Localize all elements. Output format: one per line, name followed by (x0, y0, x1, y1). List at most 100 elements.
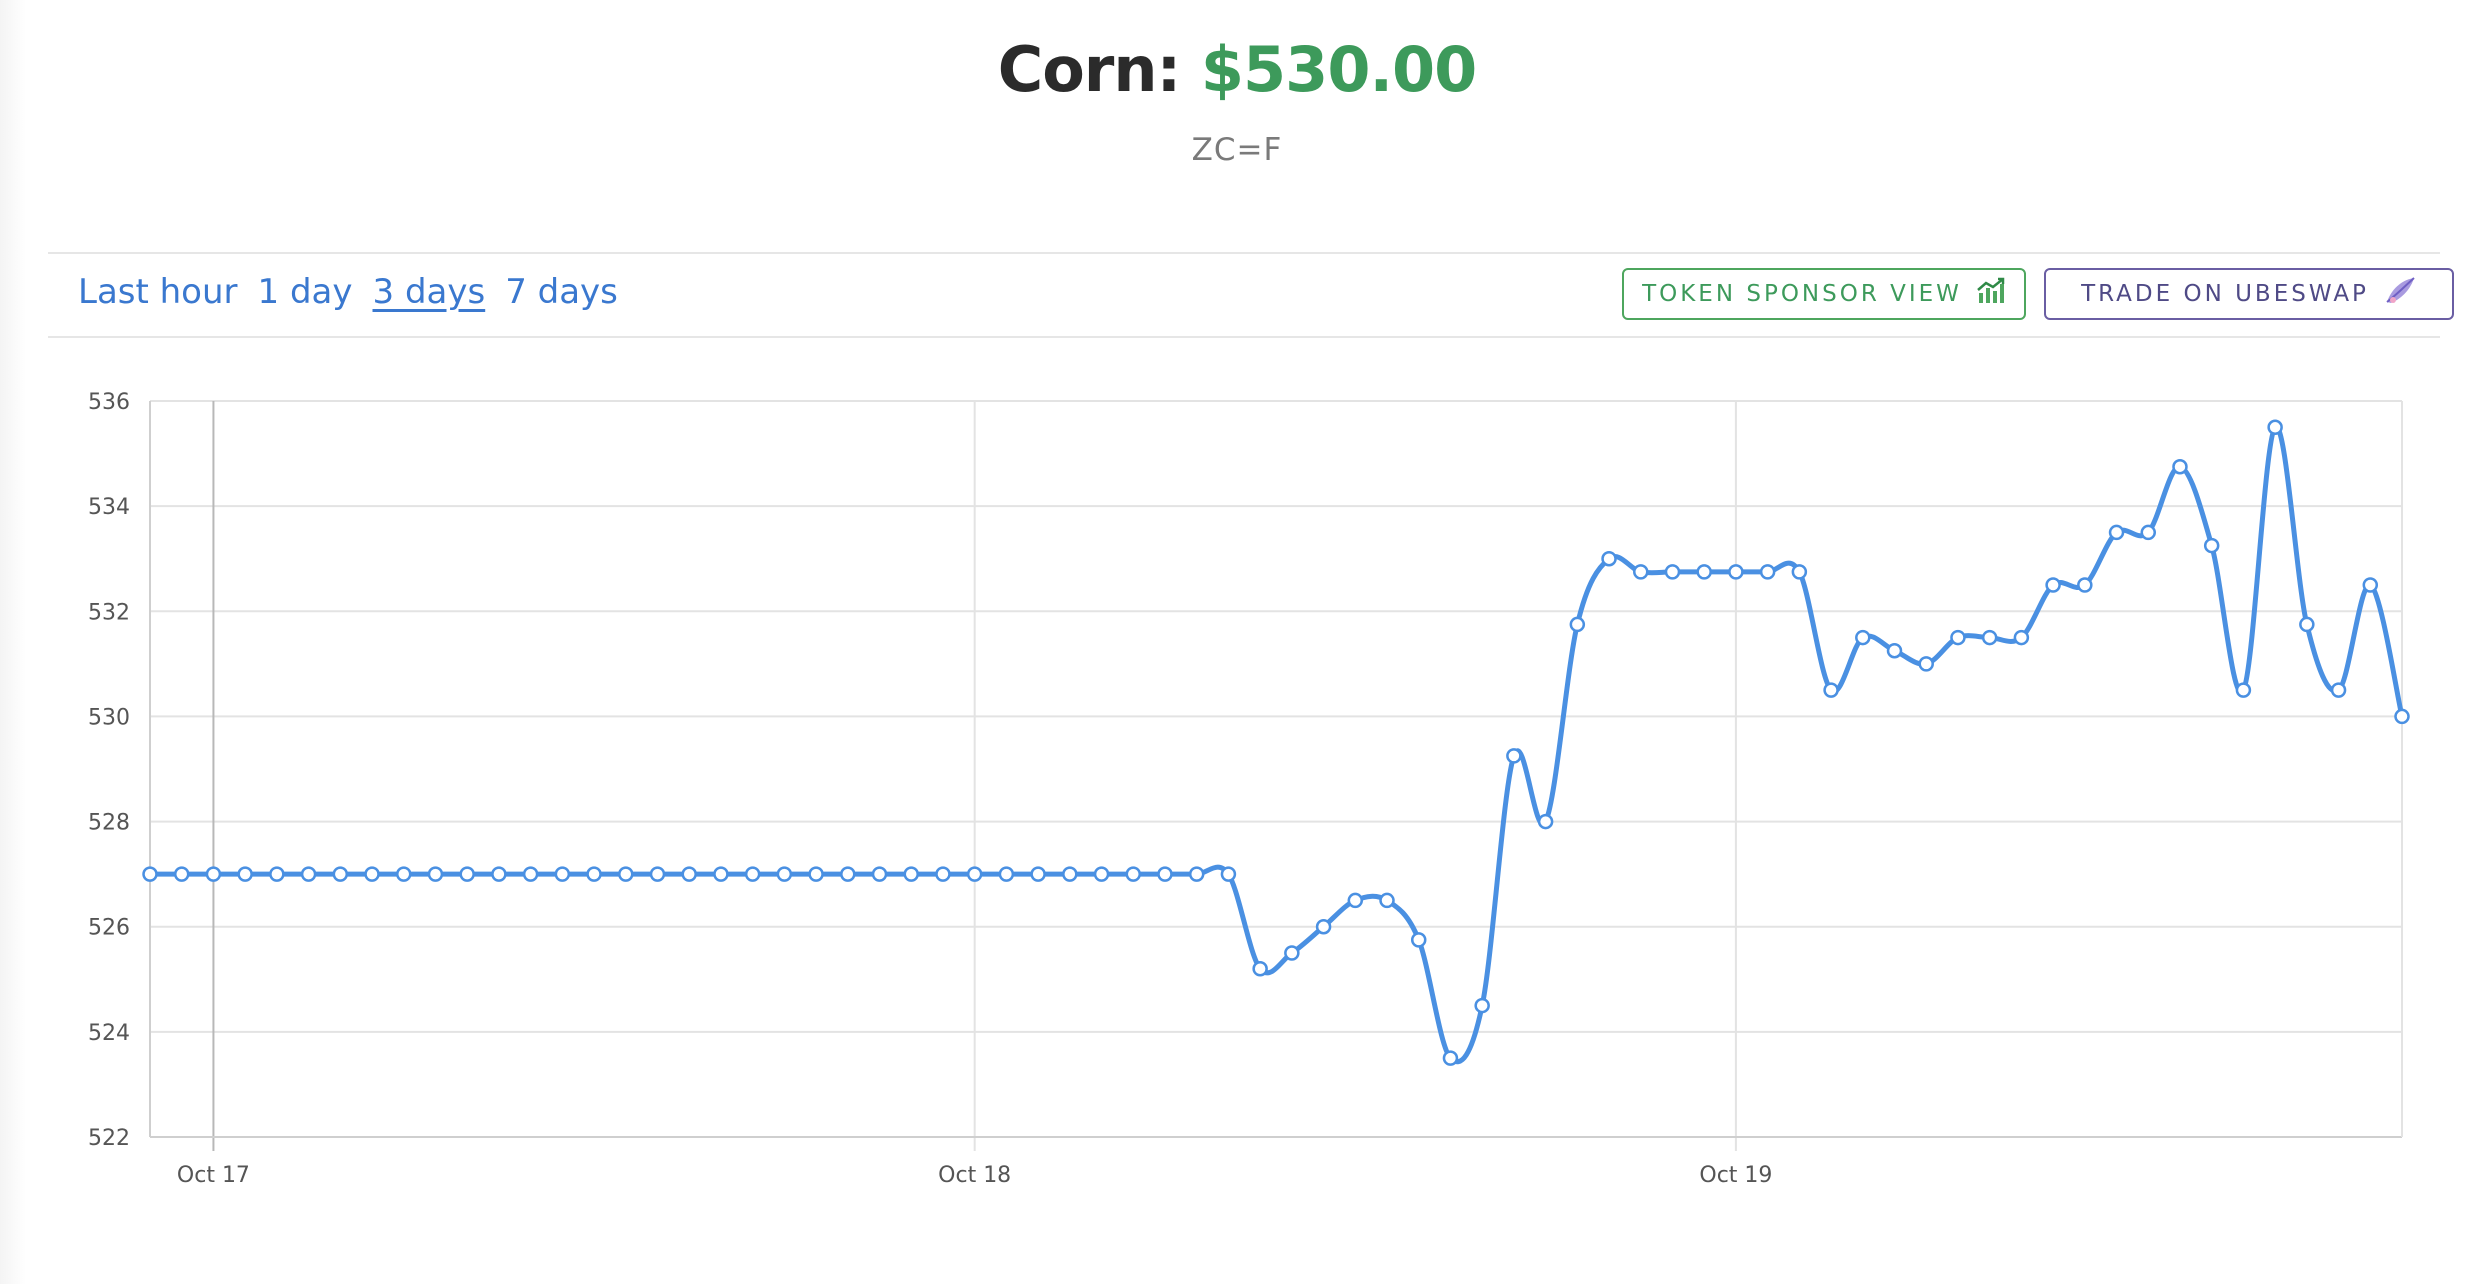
data-point (1093, 866, 1110, 882)
token-sponsor-view-button[interactable]: TOKEN SPONSOR VIEW (1622, 268, 2026, 320)
data-point (2267, 419, 2283, 436)
y-tick-label: 530 (88, 705, 130, 730)
page-header: Corn: $530.00 ZC=F (0, 28, 2474, 168)
data-point (1410, 932, 1427, 948)
data-point (459, 866, 475, 882)
data-point (998, 866, 1015, 882)
data-point (871, 866, 888, 882)
data-point (491, 866, 507, 882)
data-point (269, 866, 285, 882)
ticker-symbol: ZC=F (1191, 132, 1283, 168)
data-point (1601, 550, 1617, 567)
x-tick-label: Oct 19 (1699, 1163, 1772, 1188)
page-edge-shadow (0, 0, 26, 1284)
data-point (1474, 997, 1490, 1014)
y-tick-label: 532 (88, 600, 130, 625)
data-point (713, 866, 729, 882)
chart-toolbar: Last hour 1 day 3 days 7 days TOKEN SPON… (48, 252, 2454, 338)
data-point (1062, 866, 1078, 882)
data-point (1728, 564, 1744, 580)
data-point (2108, 524, 2125, 541)
data-point (300, 866, 317, 882)
data-point (1918, 656, 1934, 672)
data-point (1633, 564, 1649, 580)
data-point (1188, 866, 1205, 882)
y-tick-label: 526 (88, 916, 130, 941)
data-point (1220, 866, 1237, 882)
page-title: Corn: $530.00 (0, 28, 2474, 112)
data-point (427, 866, 444, 882)
data-point (2045, 577, 2061, 593)
data-point (808, 866, 824, 882)
time-range-selector: Last hour 1 day 3 days 7 days (78, 272, 618, 312)
data-point (1315, 918, 1332, 935)
data-point (2299, 616, 2315, 633)
ubeswap-icon (2383, 276, 2417, 312)
data-point (966, 866, 983, 882)
data-point (237, 866, 253, 882)
x-tick-label: Oct 18 (938, 1163, 1011, 1188)
data-point (2235, 682, 2252, 698)
data-point (2172, 458, 2188, 475)
y-tick-label: 524 (88, 1021, 130, 1046)
x-tick-label: Oct 17 (177, 1163, 250, 1188)
data-point (586, 866, 602, 882)
data-point (1791, 564, 1808, 580)
data-point (1347, 892, 1364, 909)
data-point (2077, 577, 2093, 593)
data-point (1157, 866, 1173, 882)
data-point (1537, 813, 1554, 830)
data-point (681, 866, 697, 882)
data-point (1569, 616, 1586, 633)
chart-growth-icon (1976, 276, 2006, 312)
current-price: $530.00 (1200, 33, 1477, 106)
y-tick-label: 522 (88, 1126, 130, 1151)
data-point (395, 866, 412, 882)
data-point (2203, 537, 2220, 554)
data-point (935, 866, 951, 882)
data-point (649, 866, 666, 882)
data-point (1759, 564, 1776, 580)
y-tick-label: 528 (88, 811, 130, 836)
data-point (1855, 629, 1871, 646)
trade-on-ubeswap-label: TRADE ON UBESWAP (2081, 281, 2369, 307)
range-last-hour[interactable]: Last hour (78, 272, 238, 312)
data-point (2013, 629, 2030, 646)
data-point (776, 866, 793, 882)
data-point (554, 866, 571, 882)
data-point (1823, 682, 1839, 698)
y-tick-label: 536 (88, 390, 130, 415)
range-1-day[interactable]: 1 day (257, 272, 353, 312)
data-point (744, 866, 761, 882)
data-point (1284, 945, 1300, 961)
y-tick-label: 534 (88, 495, 130, 520)
data-point (364, 866, 380, 882)
data-point (1442, 1050, 1459, 1066)
data-point (2330, 682, 2347, 698)
trade-on-ubeswap-button[interactable]: TRADE ON UBESWAP (2044, 268, 2454, 320)
commodity-name: Corn: (997, 33, 1182, 106)
data-point (1950, 629, 1966, 646)
data-point (1379, 892, 1395, 909)
data-point (618, 866, 634, 882)
range-7-days[interactable]: 7 days (505, 272, 618, 312)
data-point (903, 866, 919, 882)
range-3-days[interactable]: 3 days (372, 272, 486, 312)
data-point (142, 866, 158, 882)
data-point (1125, 866, 1142, 882)
data-point (2394, 708, 2410, 725)
series-line (150, 424, 2405, 1065)
data-point (522, 866, 539, 882)
data-point (1696, 564, 1712, 580)
data-point (1030, 866, 1046, 882)
data-point (332, 866, 349, 882)
data-point (1981, 629, 1998, 646)
data-point (1252, 961, 1268, 977)
data-point (1506, 748, 1522, 764)
data-point (173, 866, 190, 882)
data-point (2362, 577, 2379, 593)
data-point (1886, 642, 1903, 659)
data-point (2140, 524, 2157, 541)
data-point (205, 866, 222, 882)
